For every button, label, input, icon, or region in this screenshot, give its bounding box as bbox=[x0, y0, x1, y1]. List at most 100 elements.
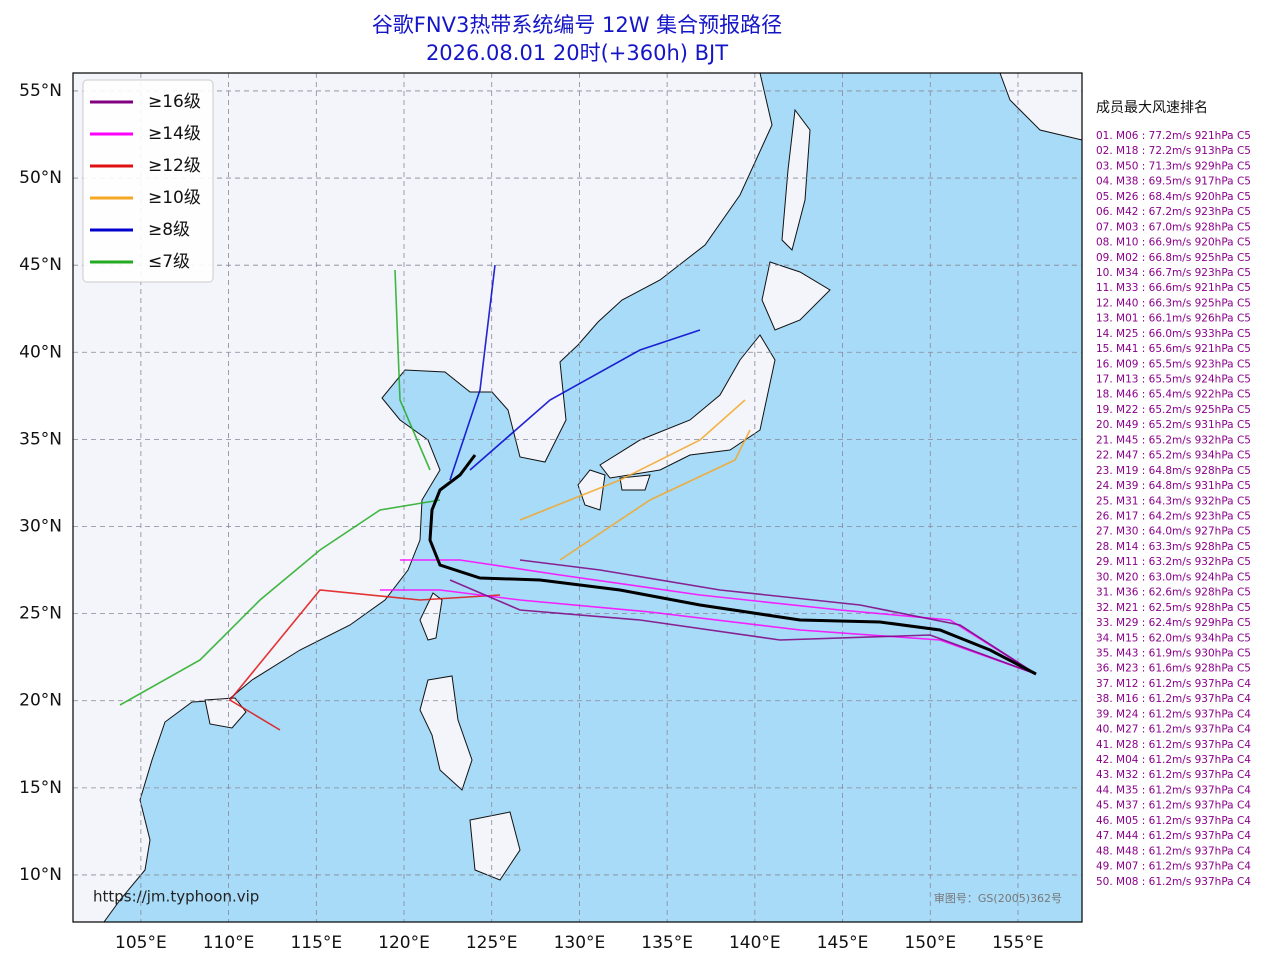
ranking-item: 30. M20 : 63.0m/s 924hPa C5 bbox=[1096, 571, 1251, 583]
ranking-item: 35. M43 : 61.9m/s 930hPa C5 bbox=[1096, 647, 1251, 659]
lon-tick-label: 150°E bbox=[904, 933, 956, 953]
ranking-item: 29. M11 : 63.2m/s 932hPa C5 bbox=[1096, 556, 1251, 568]
ranking-item: 01. M06 : 77.2m/s 921hPa C5 bbox=[1096, 130, 1251, 142]
source-url: https://jm.typhoon.vip bbox=[93, 888, 259, 906]
ranking-item: 02. M18 : 72.2m/s 913hPa C5 bbox=[1096, 145, 1251, 157]
legend-label: ≥14级 bbox=[148, 124, 201, 144]
ranking-item: 28. M14 : 63.3m/s 928hPa C5 bbox=[1096, 541, 1251, 553]
mean-track bbox=[428, 454, 1037, 676]
approval-number: 审图号：GS(2005)362号 bbox=[934, 891, 1062, 905]
ranking-item: 12. M40 : 66.3m/s 925hPa C5 bbox=[1096, 297, 1251, 309]
ranking-item: 13. M01 : 66.1m/s 926hPa C5 bbox=[1096, 313, 1251, 325]
track bbox=[228, 589, 501, 731]
ranking-title: 成员最大风速排名 bbox=[1096, 100, 1208, 116]
subtitle: 2026.08.01 20时(+360h) BJT bbox=[426, 41, 728, 65]
lon-tick-label: 120°E bbox=[378, 933, 430, 953]
ranking-item: 41. M28 : 61.2m/s 937hPa C4 bbox=[1096, 739, 1251, 751]
lat-tick-label: 40°N bbox=[19, 342, 62, 362]
ranking-item: 31. M36 : 62.6m/s 928hPa C5 bbox=[1096, 587, 1251, 599]
legend-label: ≥8级 bbox=[148, 220, 190, 240]
lat-tick-label: 25°N bbox=[19, 604, 62, 624]
ranking-item: 27. M30 : 64.0m/s 927hPa C5 bbox=[1096, 526, 1251, 538]
ranking-item: 24. M39 : 64.8m/s 931hPa C5 bbox=[1096, 480, 1251, 492]
lon-tick-label: 130°E bbox=[554, 933, 606, 953]
hokkaido bbox=[761, 261, 831, 331]
legend-label: ≥12级 bbox=[148, 156, 201, 176]
ranking-item: 18. M46 : 65.4m/s 922hPa C5 bbox=[1096, 389, 1251, 401]
ranking-item: 23. M19 : 64.8m/s 928hPa C5 bbox=[1096, 465, 1251, 477]
ranking-item: 04. M38 : 69.5m/s 917hPa C5 bbox=[1096, 176, 1251, 188]
lat-tick-label: 10°N bbox=[19, 865, 62, 885]
ranking-item: 08. M10 : 66.9m/s 920hPa C5 bbox=[1096, 237, 1251, 249]
kyushu bbox=[577, 469, 606, 511]
lon-tick-label: 145°E bbox=[817, 933, 869, 953]
title: 谷歌FNV3热带系统编号 12W 集合预报路径 bbox=[372, 13, 782, 37]
map: https://jm.typhoon.vip 审图号：GS(2005)362号 bbox=[72, 72, 1083, 923]
track bbox=[519, 559, 1037, 675]
lon-tick-label: 135°E bbox=[641, 933, 693, 953]
ranking-item: 36. M23 : 61.6m/s 928hPa C5 bbox=[1096, 663, 1251, 675]
ranking-item: 45. M37 : 61.2m/s 937hPa C4 bbox=[1096, 800, 1251, 812]
track bbox=[559, 429, 751, 561]
ranking-item: 15. M41 : 65.6m/s 921hPa C5 bbox=[1096, 343, 1251, 355]
lon-tick-label: 115°E bbox=[290, 933, 342, 953]
mainland bbox=[72, 72, 773, 923]
luzon bbox=[419, 675, 473, 791]
legend-label: ≥10级 bbox=[148, 188, 201, 208]
ranking-item: 43. M32 : 61.2m/s 937hPa C4 bbox=[1096, 769, 1251, 781]
ranking-item: 40. M27 : 61.2m/s 937hPa C4 bbox=[1096, 724, 1251, 736]
track bbox=[394, 269, 431, 471]
lat-tick-label: 20°N bbox=[19, 691, 62, 711]
land bbox=[72, 72, 1083, 923]
mindanao bbox=[469, 811, 521, 881]
track bbox=[380, 589, 1037, 675]
lon-tick-label: 140°E bbox=[729, 933, 781, 953]
ranking-item: 10. M34 : 66.7m/s 923hPa C5 bbox=[1096, 267, 1251, 279]
legend: ≥16级 ≥14级 ≥12级 ≥10级 ≥8级 ≤7级 bbox=[82, 79, 214, 283]
ranking-item: 32. M21 : 62.5m/s 928hPa C5 bbox=[1096, 602, 1251, 614]
ranking-item: 34. M15 : 62.0m/s 934hPa C5 bbox=[1096, 632, 1251, 644]
lon-tick-label: 155°E bbox=[992, 933, 1044, 953]
ranking-item: 06. M42 : 67.2m/s 923hPa C5 bbox=[1096, 206, 1251, 218]
ensemble-tracks bbox=[119, 264, 1037, 731]
lat-tick-label: 50°N bbox=[19, 168, 62, 188]
ranking-item: 42. M04 : 61.2m/s 937hPa C4 bbox=[1096, 754, 1251, 766]
lat-tick-label: 55°N bbox=[19, 81, 62, 101]
ranking-item: 03. M50 : 71.3m/s 929hPa C5 bbox=[1096, 160, 1251, 172]
ranking-item: 22. M47 : 65.2m/s 934hPa C5 bbox=[1096, 450, 1251, 462]
ranking-item: 47. M44 : 61.2m/s 937hPa C4 bbox=[1096, 830, 1251, 842]
ranking-item: 17. M13 : 65.5m/s 924hPa C5 bbox=[1096, 374, 1251, 386]
shikoku bbox=[619, 474, 651, 491]
ranking-item: 37. M12 : 61.2m/s 937hPa C4 bbox=[1096, 678, 1251, 690]
track bbox=[519, 399, 746, 521]
ranking-item: 44. M35 : 61.2m/s 937hPa C4 bbox=[1096, 784, 1251, 796]
lat-tick-label: 15°N bbox=[19, 778, 62, 798]
ranking-item: 38. M16 : 61.2m/s 937hPa C4 bbox=[1096, 693, 1251, 705]
ranking-item: 05. M26 : 68.4m/s 920hPa C5 bbox=[1096, 191, 1251, 203]
ranking-item: 33. M29 : 62.4m/s 929hPa C5 bbox=[1096, 617, 1251, 629]
track bbox=[449, 579, 1037, 675]
ranking: 成员最大风速排名 01. M06 : 77.2m/s 921hPa C5 02. … bbox=[1096, 100, 1251, 888]
ranking-item: 25. M31 : 64.3m/s 932hPa C5 bbox=[1096, 495, 1251, 507]
graticule bbox=[73, 73, 1082, 922]
legend-label: ≥16级 bbox=[148, 92, 201, 112]
ranking-item: 26. M17 : 64.2m/s 923hPa C5 bbox=[1096, 511, 1251, 523]
hainan bbox=[204, 697, 247, 729]
track bbox=[400, 559, 1037, 675]
lat-tick-label: 35°N bbox=[19, 429, 62, 449]
track bbox=[119, 499, 441, 706]
lon-tick-label: 110°E bbox=[203, 933, 255, 953]
ranking-item: 49. M07 : 61.2m/s 937hPa C4 bbox=[1096, 861, 1251, 873]
ranking-item: 20. M49 : 65.2m/s 931hPa C5 bbox=[1096, 419, 1251, 431]
ranking-item: 09. M02 : 66.8m/s 925hPa C5 bbox=[1096, 252, 1251, 264]
lat-tick-label: 45°N bbox=[19, 255, 62, 275]
ranking-item: 50. M08 : 61.2m/s 937hPa C4 bbox=[1096, 876, 1251, 888]
ranking-item: 19. M22 : 65.2m/s 925hPa C5 bbox=[1096, 404, 1251, 416]
honshu bbox=[599, 334, 776, 479]
track bbox=[469, 329, 701, 471]
track bbox=[449, 264, 496, 481]
ranking-item: 46. M05 : 61.2m/s 937hPa C4 bbox=[1096, 815, 1251, 827]
ranking-item: 16. M09 : 65.5m/s 923hPa C5 bbox=[1096, 358, 1251, 370]
sakhalin bbox=[781, 108, 811, 251]
